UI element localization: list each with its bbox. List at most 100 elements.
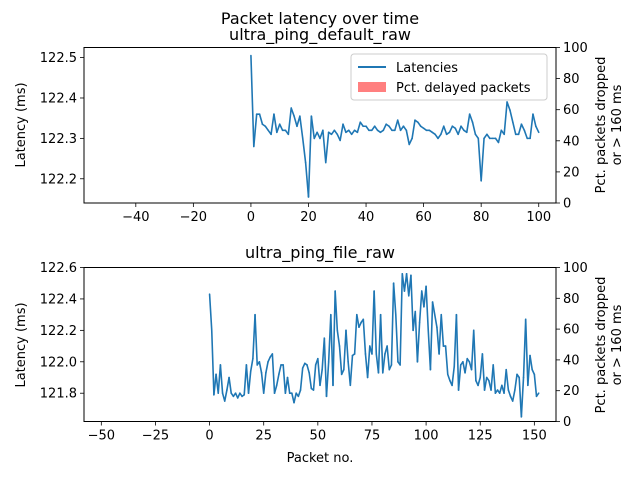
latency-line-segment [338,345,343,376]
latency-line-segment [483,376,488,391]
latency-line-segment [472,329,477,382]
x-tick-label: 150 [522,429,547,444]
latency-line-segment [290,107,295,117]
latency-line-segment [310,115,316,140]
y2-tick-label: 20 [563,384,580,399]
latency-line-segment [448,125,454,134]
x-tick-label: −50 [88,429,115,444]
x-tick-label: 100 [526,210,551,225]
y2-tick-label: 80 [563,292,580,307]
latency-line-segment [529,354,533,371]
latency-line-segment [270,113,275,136]
latency-line-segment [312,364,317,391]
latency-line-segment [282,364,287,395]
x-tick-label: 0 [205,429,213,444]
latency-line-segment [271,353,276,395]
latency-line-segment [527,354,531,387]
figure-suptitle: Packet latency over time [221,9,419,28]
latency-line-segment [343,329,347,371]
latency-line-segment [405,129,411,146]
y2-tick-label: 40 [563,134,580,149]
latency-line-segment [299,367,304,391]
latency-line-segment [477,376,482,387]
subplot-bottom-x-ticks: −50 −25 0 25 50 75 100 125 150 [88,421,547,444]
latency-line-segment [325,360,330,398]
latency-line-segment [497,129,503,144]
latency-line-segment [506,101,511,111]
subplot-top-y2-ticks: 0 20 40 60 80 100 [556,41,588,212]
latency-line-segment [512,121,517,136]
latency-line-segment [358,321,362,329]
latency-line-segment [444,345,449,376]
subplot-top-y2label-line2: or > 160 ms [610,84,625,165]
latency-line-segment [503,101,508,136]
latency-line-segment [429,301,434,371]
latency-line-segment [353,313,358,355]
latency-line-segment [264,125,269,132]
subplot-bottom-y-ticks: 121.8 122.0 122.2 122.4 122.6 [40,261,84,402]
latency-line-segment [319,368,323,387]
y-tick-label: 122.2 [40,324,77,339]
subplot-top-series [250,54,540,198]
y-tick-label: 122.3 [40,132,77,147]
subplot-top-frame [83,47,557,204]
latency-line-segment [308,371,313,390]
latency-line-segment [307,115,313,198]
latency-line-segment [324,131,330,164]
latency-line-segment [517,123,523,136]
latency-line-segment [411,119,416,140]
latency-line-segment [471,121,477,136]
subplot-bottom-y2-ticks: 0 20 40 60 80 100 [556,261,588,430]
latency-line-segment [509,109,514,124]
latency-line-segment [414,310,419,363]
y-tick-label: 122.4 [40,91,77,106]
latency-line-segment [457,125,462,136]
latency-line-segment [359,121,364,128]
latency-line-segment [416,321,421,363]
latency-line-segment [399,272,404,366]
subplot-bottom-y2label-line2: or > 160 ms [610,304,625,385]
x-tick-label: 60 [415,210,432,225]
subplot-bottom: ultra_ping_file_raw 121.8 122.0 122.2 122.4… [14,243,625,466]
latency-line-segment [293,392,297,404]
x-tick-label: −25 [142,429,169,444]
latency-line-segment [258,113,264,126]
latency-line-segment [451,365,456,387]
latency-line-segment [446,373,451,382]
latency-line-segment [477,137,482,182]
latency-line-segment [340,368,345,376]
latency-line-segment [474,133,480,140]
latency-line-segment [480,137,485,182]
legend-line-label: Latencies [396,61,458,76]
latency-line-segment [286,376,291,395]
latency-line-segment [365,125,370,132]
latency-line-segment [524,318,529,387]
x-tick-label: −20 [180,210,207,225]
latency-line-segment [247,370,252,395]
latency-line-segment [388,125,393,132]
latency-line-segment [440,125,445,136]
latency-line-segment [457,364,462,391]
latency-line-segment [345,329,349,363]
latency-line-segment [532,113,537,128]
latency-line-segment [373,290,378,355]
latency-line-segment [486,133,491,140]
latency-line-segment [366,345,371,379]
latency-line-segment [332,290,336,387]
subplot-top: ultra_ping_default_raw 122.2122.3122.412… [14,25,625,225]
latency-line-segment [535,125,540,134]
x-tick-label: 125 [468,429,493,444]
y2-tick-label: 60 [563,323,580,338]
latency-line-segment [287,107,293,136]
subplot-top-title: ultra_ping_default_raw [229,25,411,45]
latency-line-segment [514,373,518,391]
latency-line-segment [520,376,525,418]
x-tick-label: 25 [255,429,272,444]
y2-tick-label: 100 [563,261,588,276]
y2-tick-label: 60 [563,103,580,118]
latency-line-segment [481,353,486,391]
latency-line-segment [388,364,393,371]
latency-line-segment [394,313,399,363]
latency-line-segment [254,313,259,366]
legend-bar-label: Pct. delayed packets [396,81,531,96]
